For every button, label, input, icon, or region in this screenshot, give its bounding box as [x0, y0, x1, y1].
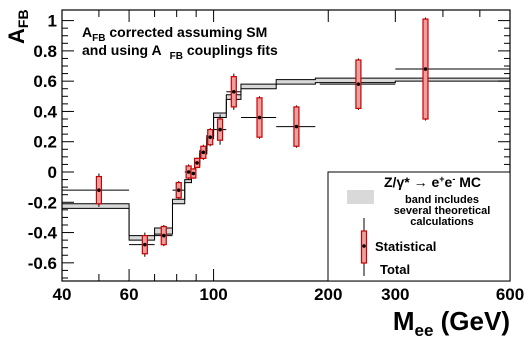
data-point — [423, 67, 428, 71]
y-tick-label: 1 — [48, 12, 57, 31]
legend-marker — [362, 244, 366, 248]
x-tick-label: 600 — [496, 285, 524, 304]
legend-band-line-1: band includes — [405, 194, 479, 206]
y-tick-label: 0.8 — [33, 42, 57, 61]
x-tick-label: 300 — [381, 285, 409, 304]
annotation-line-1: AFB corrected assuming SM — [82, 24, 267, 44]
x-tick-label: 60 — [120, 285, 139, 304]
legend-band-line-3: calculations — [410, 216, 474, 228]
annotation-line-2: and using A FB couplings fits — [82, 42, 278, 62]
annotation: AFB corrected assuming SM and using A FB … — [82, 24, 278, 62]
mc-band-segment — [395, 78, 510, 82]
legend-band-swatch — [347, 190, 374, 204]
x-tick-label: 40 — [53, 285, 72, 304]
mc-band-segment — [172, 199, 185, 204]
legend-mc-label: Z/γ* → e+e- MC — [384, 174, 481, 190]
data-point — [208, 135, 213, 139]
x-tick-label: 100 — [199, 285, 227, 304]
y-tick-label: 0.4 — [33, 102, 57, 121]
data-point — [176, 188, 181, 192]
plot-frame — [61, 9, 511, 282]
legend: Z/γ* → e+e- MC band includes several the… — [327, 171, 511, 282]
axis-tick-labels: 40 60 100 200 300 600 -0.6 -0.4 -0.2 0 0.2 0.4 0.6 0.… — [28, 12, 524, 304]
mc-band-segment — [276, 79, 316, 85]
mc-band-segment — [240, 84, 277, 89]
x-axis-title: Mee (GeV) — [393, 306, 510, 338]
y-tick-label: 0.2 — [33, 133, 57, 152]
y-tick-label: -0.6 — [28, 254, 57, 273]
y-tick-label: 0.6 — [33, 72, 57, 91]
legend-statistical-label: Statistical — [375, 239, 436, 254]
data-point — [195, 161, 199, 165]
data-point — [186, 170, 191, 174]
data-point — [191, 171, 196, 176]
data-point-layer — [97, 67, 428, 247]
y-tick-label: -0.4 — [28, 224, 58, 243]
data-point — [97, 188, 101, 192]
y-tick-label: 0 — [48, 163, 57, 182]
data-point — [232, 89, 236, 94]
y-axis-title: AFB — [4, 9, 31, 44]
legend-total-label: Total — [380, 262, 410, 277]
x-tick-label: 200 — [314, 285, 342, 304]
data-point — [294, 124, 299, 129]
data-point — [143, 242, 147, 247]
data-point — [201, 150, 206, 155]
mc-band-segment — [184, 179, 192, 183]
data-point — [161, 233, 166, 238]
mc-band-segment — [62, 203, 130, 209]
y-tick-label: -0.2 — [28, 193, 57, 212]
data-point — [218, 127, 222, 132]
legend-band-line-2: several theoretical — [394, 205, 491, 217]
data-point — [257, 115, 262, 120]
data-point — [356, 82, 361, 86]
